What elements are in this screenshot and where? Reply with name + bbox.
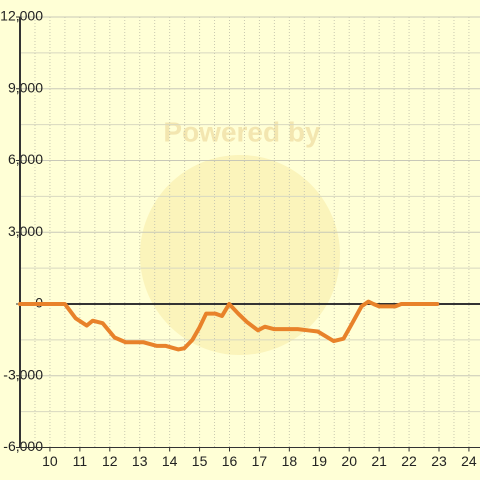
y-tick-label: 9,000: [8, 79, 43, 95]
x-tick-label: 17: [252, 453, 268, 469]
x-tick-label: 11: [73, 453, 88, 469]
y-tick-label: -3,000: [3, 366, 43, 382]
series-line: [18, 299, 440, 352]
x-tick-label: 24: [461, 453, 477, 469]
x-tick-label: 13: [132, 453, 148, 469]
x-tick-label: 20: [341, 453, 357, 469]
x-tick-label: 15: [192, 453, 208, 469]
x-tick-label: 12: [102, 453, 118, 469]
y-tick-label: 3,000: [8, 223, 43, 239]
x-tick-label: 16: [222, 453, 238, 469]
y-tick-label: -6,000: [3, 438, 43, 454]
x-tick-label: 23: [431, 453, 447, 469]
x-tick-label: 14: [162, 453, 178, 469]
x-tick-label: 18: [282, 453, 298, 469]
x-tick-label: 10: [42, 453, 58, 469]
x-tick-label: 21: [371, 453, 387, 469]
watermark: Powered by: [163, 116, 321, 147]
x-tick-label: 22: [401, 453, 417, 469]
y-tick-label: 12,000: [0, 8, 43, 24]
y-tick-label: 6,000: [8, 151, 43, 167]
x-tick-label: 19: [311, 453, 327, 469]
